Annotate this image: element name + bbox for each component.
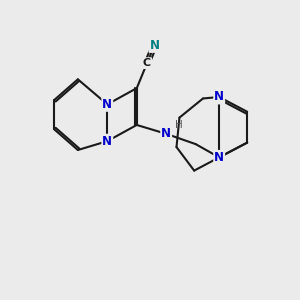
Text: N: N (214, 91, 224, 103)
Text: N: N (102, 98, 112, 111)
Text: N: N (149, 39, 159, 52)
Text: N: N (102, 135, 112, 148)
Text: H: H (175, 120, 182, 130)
Text: C: C (143, 58, 151, 68)
Text: N: N (214, 151, 224, 164)
Text: N: N (161, 127, 171, 140)
